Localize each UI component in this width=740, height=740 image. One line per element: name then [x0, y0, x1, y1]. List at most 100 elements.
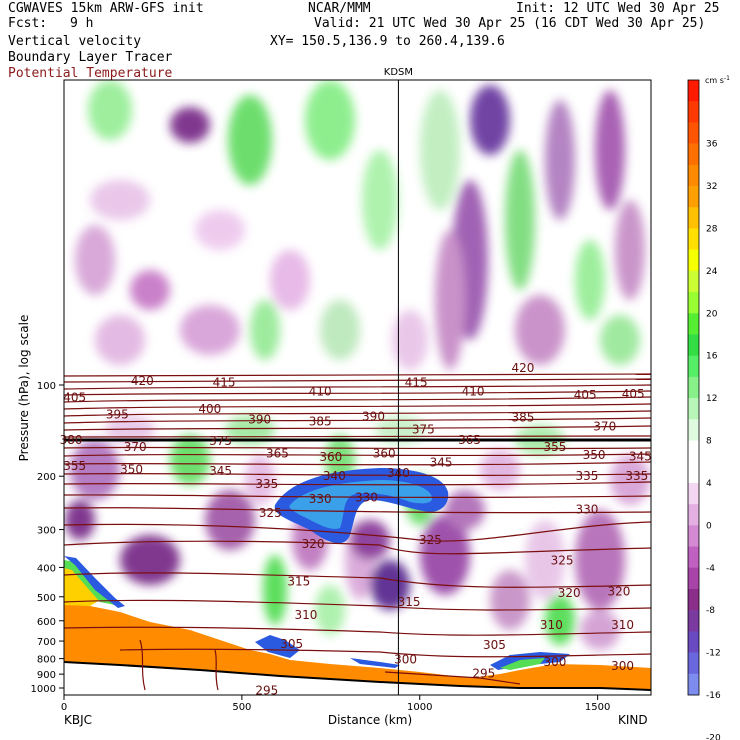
theta-label: 395: [106, 407, 129, 421]
kdsm-marker-label: KDSM: [384, 67, 413, 78]
colorbar-box: [688, 631, 699, 653]
colorbar-units: cm s-1: [705, 75, 730, 85]
theta-label: 390: [362, 409, 385, 423]
theta-label: 330: [309, 492, 332, 506]
colorbar-label: 32: [706, 182, 717, 192]
field-potential-temperature: Potential Temperature: [8, 66, 173, 81]
theta-label: 410: [309, 384, 332, 398]
colorbar-box: [688, 334, 699, 356]
colorbar-box: [688, 164, 699, 187]
theta-label: 405: [574, 388, 597, 402]
colorbar-label: -16: [706, 691, 721, 701]
theta-label: 410: [462, 384, 485, 398]
colorbar-box: [688, 419, 699, 441]
org-label: NCAR/MMM: [308, 1, 371, 16]
y-tick-label: 1000: [31, 684, 56, 695]
colorbar-box: [688, 546, 699, 569]
theta-label: 385: [309, 415, 332, 429]
colorbar: [687, 79, 700, 696]
theta-label: 305: [280, 637, 303, 651]
colorbar-box: [688, 249, 699, 272]
theta-label: 365: [266, 446, 289, 460]
theta-label: 310: [611, 618, 634, 632]
colorbar-box: [688, 270, 699, 293]
left-station-label: KBJC: [64, 713, 92, 727]
colorbar-box: [688, 461, 699, 484]
theta-label: 345: [209, 464, 232, 478]
y-tick-label: 100: [37, 381, 56, 392]
model-title: CGWAVES 15km ARW-GFS init: [8, 1, 204, 16]
colorbar-box: [688, 398, 699, 420]
y-tick-label: 200: [37, 472, 56, 483]
theta-label: 355: [543, 440, 566, 454]
theta-label: 415: [405, 375, 428, 389]
colorbar-box: [688, 588, 699, 611]
colorbar-box: [688, 504, 699, 526]
colorbar-box: [688, 567, 699, 590]
colorbar-label: 28: [706, 224, 718, 234]
theta-label: 405: [63, 391, 86, 405]
velocity-field: [64, 80, 651, 695]
theta-label: 415: [213, 375, 236, 389]
valid-time: Valid: 21 UTC Wed 30 Apr 25 (16 CDT Wed …: [314, 16, 706, 31]
theta-label: 335: [576, 469, 599, 483]
y-tick-label: 700: [37, 637, 56, 648]
theta-label: 315: [398, 595, 421, 609]
x-axis-label: Distance (km): [328, 713, 412, 727]
colorbar-label: 8: [706, 437, 712, 447]
colorbar-labels: 36 32 28 24 20 16 12 8 4 0 -4 -8 -12 -16 -20: [706, 140, 721, 740]
colorbar-label: -12: [706, 649, 721, 659]
colorbar-box: [688, 525, 699, 547]
y-tick-label: 400: [37, 563, 56, 574]
colorbar-label: 16: [706, 352, 718, 362]
theta-label: 350: [583, 448, 606, 462]
y-tick-label: 800: [37, 655, 56, 666]
y-tick-label: 300: [37, 526, 56, 537]
theta-contour-labels: 420 420 415 415 410 410 405 405 405 400 395 390 385 3…: [60, 361, 652, 697]
colorbar-box: [688, 143, 699, 166]
theta-label: 390: [248, 413, 271, 427]
colorbar-box: [688, 376, 699, 399]
init-time: Init: 12 UTC Wed 30 Apr 25: [516, 1, 720, 16]
theta-label: 325: [419, 533, 442, 547]
colorbar-box: [688, 122, 699, 144]
x-tick-label: 1000: [407, 702, 432, 713]
cross-section-coords: XY= 150.5,136.9 to 260.4,139.6: [270, 34, 505, 49]
theta-label: 305: [483, 638, 506, 652]
x-tick-label: 500: [232, 702, 251, 713]
colorbar-label: 24: [706, 267, 718, 277]
colorbar-box: [688, 228, 699, 250]
theta-label: 340: [323, 469, 346, 483]
theta-label: 380: [60, 433, 83, 447]
colorbar-box: [688, 652, 699, 675]
theta-label: 370: [593, 419, 616, 433]
colorbar-label: -20: [706, 733, 721, 740]
theta-label: 335: [625, 469, 648, 483]
theta-label: 345: [430, 455, 453, 469]
theta-label: 325: [259, 506, 282, 520]
y-tick-label: 900: [37, 670, 56, 681]
theta-label: 355: [63, 459, 86, 473]
colorbar-label: -8: [706, 606, 715, 616]
colorbar-box: [688, 440, 699, 463]
theta-label: 360: [319, 450, 342, 464]
colorbar-label: 20: [706, 309, 718, 319]
theta-label: 360: [373, 446, 396, 460]
theta-label: 310: [294, 608, 317, 622]
theta-label: 300: [394, 652, 417, 666]
colorbar-box: [688, 673, 699, 696]
theta-label: 295: [472, 666, 495, 680]
theta-label: 320: [608, 584, 631, 598]
x-axis-ticks: 0 500 1000 1500: [61, 695, 610, 713]
theta-label: 420: [511, 361, 534, 375]
theta-contour-lines: [64, 373, 651, 691]
theta-label: 320: [558, 586, 581, 600]
field-vertical-velocity: Vertical velocity: [8, 34, 142, 49]
colorbar-box: [688, 80, 699, 102]
colorbar-label: -4: [706, 564, 715, 574]
theta-label: 375: [412, 422, 435, 436]
theta-label: 300: [611, 659, 634, 673]
theta-label: 385: [511, 410, 534, 424]
colorbar-box: [688, 292, 699, 314]
